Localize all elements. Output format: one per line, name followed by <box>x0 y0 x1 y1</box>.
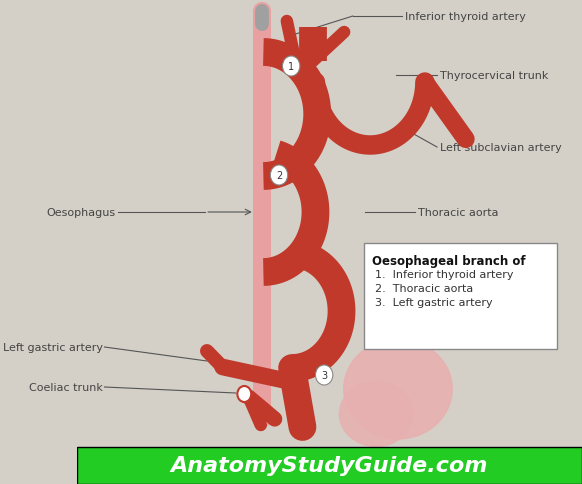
Text: 2: 2 <box>276 171 282 181</box>
Text: 1: 1 <box>288 62 294 72</box>
Circle shape <box>271 166 288 186</box>
Text: Inferior thyroid artery: Inferior thyroid artery <box>405 12 526 22</box>
Circle shape <box>237 386 251 402</box>
Text: 3: 3 <box>321 370 327 380</box>
Text: Coeliac trunk: Coeliac trunk <box>29 382 103 392</box>
Text: Thoracic aorta: Thoracic aorta <box>418 208 498 217</box>
Text: 3.  Left gastric artery: 3. Left gastric artery <box>375 297 492 307</box>
Ellipse shape <box>339 382 413 447</box>
Text: 2.  Thoracic aorta: 2. Thoracic aorta <box>375 284 473 293</box>
Text: Left subclavian artery: Left subclavian artery <box>439 143 562 152</box>
Text: Oesophageal branch of: Oesophageal branch of <box>372 255 526 268</box>
Ellipse shape <box>344 339 452 439</box>
FancyBboxPatch shape <box>77 447 582 484</box>
Circle shape <box>315 365 333 385</box>
Text: Left gastric artery: Left gastric artery <box>3 342 103 352</box>
Text: AnatomyStudyGuide.com: AnatomyStudyGuide.com <box>171 455 488 475</box>
Text: 1.  Inferior thyroid artery: 1. Inferior thyroid artery <box>375 270 513 279</box>
Text: Thyrocervical trunk: Thyrocervical trunk <box>439 71 548 81</box>
FancyBboxPatch shape <box>364 243 557 349</box>
Text: Oesophagus: Oesophagus <box>47 208 116 217</box>
Circle shape <box>282 57 300 77</box>
